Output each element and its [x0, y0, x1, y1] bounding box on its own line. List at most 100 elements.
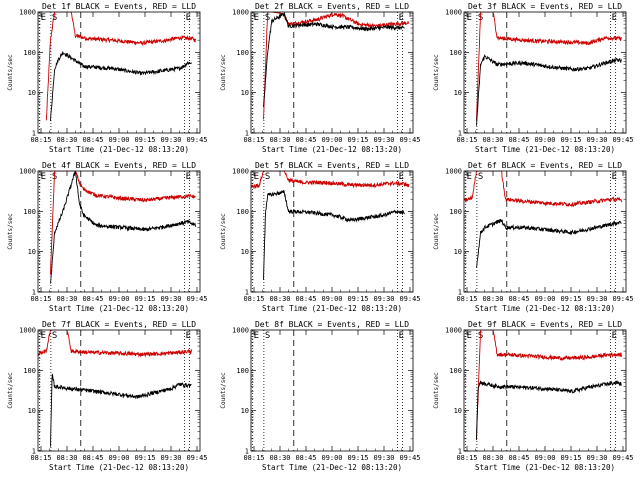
- x-tick-label: 08:45: [295, 136, 316, 144]
- plot-frame: [250, 170, 414, 293]
- x-tick-label: 08:30: [482, 454, 503, 462]
- y-axis-label: Counts/sec: [433, 213, 440, 250]
- panel-2: Det 2f BLACK = Events, RED = LLD Counts/s…: [220, 2, 421, 154]
- x-tick-label: 09:30: [373, 454, 394, 462]
- y-tick-label: 10: [28, 248, 36, 256]
- x-tick-label: 08:15: [30, 295, 51, 303]
- y-tick-label: 1000: [19, 9, 36, 17]
- panel-title: Det 6f BLACK = Events, RED = LLD: [468, 161, 622, 170]
- x-tick-label: 09:00: [321, 136, 342, 144]
- plot-frame: [37, 11, 201, 134]
- marker-label: S: [52, 331, 57, 341]
- x-tick-label: 08:45: [508, 136, 529, 144]
- series-lld: [251, 171, 410, 190]
- y-tick-label: 100: [236, 208, 249, 216]
- y-tick-label: 1000: [445, 9, 462, 17]
- y-axis-label: Counts/sec: [7, 213, 14, 250]
- marker-label: E: [467, 172, 472, 182]
- x-tick-label: 08:30: [269, 454, 290, 462]
- x-axis-label: Start Time (21-Dec-12 08:13:20): [475, 304, 615, 313]
- x-tick-label: 09:45: [186, 454, 207, 462]
- x-tick-label: 08:30: [482, 136, 503, 144]
- x-tick-label: 08:15: [456, 454, 477, 462]
- y-tick-label: 1000: [232, 327, 249, 335]
- x-tick-label: 08:30: [269, 295, 290, 303]
- x-axis-label: Start Time (21-Dec-12 08:13:20): [262, 463, 402, 472]
- y-tick-label: 1: [458, 289, 462, 297]
- x-tick-label: 09:30: [586, 454, 607, 462]
- x-tick-label: 09:15: [134, 295, 155, 303]
- marker-label: E: [254, 331, 259, 341]
- x-tick-label: 08:45: [82, 454, 103, 462]
- marker-label: E: [186, 13, 191, 23]
- marker-label: S: [265, 172, 270, 182]
- series-events: [476, 54, 622, 126]
- y-tick-label: 1000: [232, 9, 249, 17]
- y-tick-label: 1000: [232, 168, 249, 176]
- marker-label: E: [399, 331, 404, 341]
- marker-label: E: [41, 172, 46, 182]
- x-tick-label: 09:30: [373, 295, 394, 303]
- marker-label: E: [41, 331, 46, 341]
- y-tick-label: 100: [236, 49, 249, 57]
- x-tick-label: 08:15: [456, 136, 477, 144]
- y-tick-label: 10: [454, 248, 462, 256]
- plot-frame: [463, 11, 627, 134]
- marker-label: E: [254, 172, 259, 182]
- marker-label: E: [186, 331, 191, 341]
- marker-label: E: [612, 331, 617, 341]
- x-axis-label: Start Time (21-Dec-12 08:13:20): [262, 304, 402, 313]
- plot-frame: [250, 11, 414, 134]
- y-tick-label: 10: [241, 407, 249, 415]
- panel-5: Det 5f BLACK = Events, RED = LLD Counts/s…: [220, 161, 421, 313]
- x-tick-label: 09:45: [612, 136, 633, 144]
- marker-label: S: [52, 13, 57, 23]
- x-tick-label: 08:45: [295, 454, 316, 462]
- x-tick-label: 09:30: [160, 295, 181, 303]
- x-tick-label: 09:30: [586, 136, 607, 144]
- x-tick-label: 09:15: [347, 295, 368, 303]
- plot-frame: [463, 329, 627, 452]
- marker-label: S: [265, 331, 270, 341]
- y-axis-label: Counts/sec: [7, 372, 14, 409]
- y-tick-label: 1: [458, 448, 462, 456]
- marker-label: E: [399, 13, 404, 23]
- x-tick-label: 09:45: [399, 136, 420, 144]
- x-axis-label: Start Time (21-Dec-12 08:13:20): [49, 463, 189, 472]
- marker-label: E: [467, 331, 472, 341]
- marker-label: S: [478, 172, 483, 182]
- plot-frame: [37, 329, 201, 452]
- x-tick-label: 09:45: [186, 295, 207, 303]
- y-tick-label: 1: [32, 130, 36, 138]
- x-tick-label: 09:45: [186, 136, 207, 144]
- y-tick-label: 1000: [19, 327, 36, 335]
- x-tick-label: 09:45: [612, 454, 633, 462]
- panel-title: Det 8f BLACK = Events, RED = LLD: [255, 320, 409, 329]
- y-tick-label: 100: [449, 367, 462, 375]
- x-tick-label: 08:30: [56, 295, 77, 303]
- x-tick-label: 08:30: [56, 454, 77, 462]
- x-tick-label: 09:15: [134, 454, 155, 462]
- x-tick-label: 08:15: [243, 454, 264, 462]
- y-tick-label: 1000: [19, 168, 36, 176]
- x-tick-label: 08:45: [82, 295, 103, 303]
- panel-title: Det 9f BLACK = Events, RED = LLD: [468, 320, 622, 329]
- panel-8: Det 8f BLACK = Events, RED = LLD Counts/s…: [220, 320, 421, 472]
- marker-label: E: [612, 13, 617, 23]
- x-axis-label: Start Time (21-Dec-12 08:13:20): [262, 145, 402, 154]
- panel-title: Det 7f BLACK = Events, RED = LLD: [42, 320, 196, 329]
- series-events: [476, 380, 622, 440]
- panel-title: Det 4f BLACK = Events, RED = LLD: [42, 161, 196, 170]
- x-tick-label: 09:15: [347, 136, 368, 144]
- x-tick-label: 08:45: [508, 454, 529, 462]
- x-tick-label: 09:30: [160, 136, 181, 144]
- y-axis-label: Counts/sec: [433, 54, 440, 91]
- x-tick-label: 09:30: [373, 136, 394, 144]
- x-tick-label: 09:30: [160, 454, 181, 462]
- marker-label: E: [254, 13, 259, 23]
- panel-7: Det 7f BLACK = Events, RED = LLD Counts/s…: [7, 320, 208, 472]
- x-tick-label: 08:15: [243, 136, 264, 144]
- plot-frame: [250, 329, 414, 452]
- x-tick-label: 08:30: [269, 136, 290, 144]
- y-tick-label: 100: [449, 49, 462, 57]
